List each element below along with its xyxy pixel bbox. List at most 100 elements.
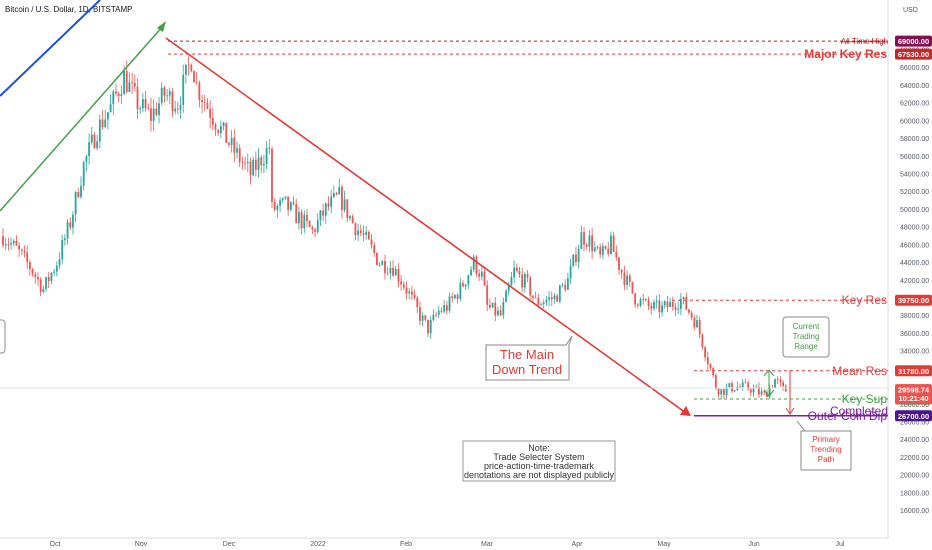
candle-body	[233, 137, 236, 153]
primary-path-label: Primary	[812, 435, 840, 444]
range-callout-label: Current	[793, 322, 820, 331]
candle-body	[580, 232, 583, 249]
level-badge	[895, 48, 932, 60]
candle-body	[774, 379, 776, 388]
candle-body	[483, 271, 486, 286]
downtrend-line	[165, 37, 687, 414]
price-tick-label: 58000.00	[900, 136, 929, 143]
price-tick-label: 66000.00	[900, 65, 929, 72]
candle-body	[88, 142, 90, 156]
candle-body	[47, 277, 50, 282]
candle-body	[74, 191, 77, 215]
candle-body	[252, 159, 255, 176]
candle-body	[564, 284, 567, 290]
level-badge-label: 26700.00	[898, 412, 929, 421]
candle-body	[728, 383, 731, 388]
candle-body	[599, 246, 602, 255]
candle-body	[63, 238, 66, 241]
candle-body	[354, 223, 357, 235]
candle-body	[123, 71, 125, 95]
candle-body	[109, 104, 112, 113]
range-callout-label: Trading	[793, 332, 820, 341]
candle-body	[445, 305, 448, 311]
candle-body	[276, 205, 279, 210]
candle-body	[421, 315, 424, 321]
candle-body	[744, 382, 747, 384]
candle-body	[416, 297, 419, 308]
candle-body	[53, 271, 56, 273]
level-label: Key Res	[842, 293, 887, 307]
candle-body	[526, 274, 529, 278]
candle-body	[263, 163, 265, 166]
candle-body	[306, 214, 308, 221]
candle-body	[636, 304, 639, 306]
candle-body	[45, 277, 47, 289]
price-tick-label: 38000.00	[900, 313, 929, 320]
price-tick-label: 64000.00	[900, 83, 929, 90]
candle-body	[392, 267, 394, 276]
price-tick-label: 62000.00	[900, 101, 929, 108]
uptrend-arrowhead	[157, 21, 166, 32]
candle-body	[615, 251, 618, 258]
candle-body	[20, 249, 23, 251]
candles	[2, 56, 787, 400]
candle-body	[650, 306, 653, 309]
candle-body	[451, 296, 454, 299]
currency-label: USD	[903, 7, 918, 14]
candle-body	[66, 222, 69, 239]
candle-body	[128, 82, 131, 92]
price-tick-label: 16000.00	[900, 508, 929, 515]
level-badge-label: 69000.00	[898, 37, 929, 46]
candle-body	[287, 196, 290, 210]
candle-body	[187, 64, 190, 66]
candle-body	[238, 148, 241, 163]
candle-body	[117, 93, 120, 96]
price-tick-label: 24000.00	[900, 437, 929, 444]
candle-body	[193, 71, 195, 83]
candle-body	[338, 186, 341, 195]
candle-body	[222, 122, 225, 127]
candle-body	[201, 99, 203, 103]
candle-body	[631, 281, 634, 294]
candle-body	[620, 269, 623, 273]
candle-body	[757, 387, 760, 395]
candle-body	[518, 271, 521, 275]
candle-body	[704, 347, 706, 358]
candle-body	[472, 256, 475, 270]
candle-body	[176, 108, 179, 110]
candle-body	[723, 389, 725, 395]
candle-body	[459, 283, 462, 299]
candle-body	[733, 390, 736, 392]
candle-body	[357, 230, 359, 235]
candle-body	[537, 298, 540, 305]
candle-body	[540, 304, 542, 305]
candle-body	[645, 299, 647, 301]
candle-body	[139, 108, 142, 110]
offscreen-callout-box	[0, 319, 6, 354]
candle-body	[510, 277, 513, 286]
candle-body	[429, 319, 432, 334]
candle-body	[141, 98, 144, 109]
candle-body	[405, 287, 408, 294]
price-tick-label: 52000.00	[900, 189, 929, 196]
candle-body	[747, 382, 750, 390]
candle-body	[502, 302, 505, 316]
candle-body	[69, 222, 72, 228]
time-tick-label: Mar	[481, 541, 494, 548]
candle-body	[593, 247, 596, 252]
level-badge-label: 39750.00	[898, 296, 929, 305]
candle-body	[410, 291, 413, 295]
candle-body	[284, 196, 287, 199]
price-tick-label: 42000.00	[900, 278, 929, 285]
note-box	[462, 440, 616, 482]
candle-body	[152, 108, 155, 121]
candle-body	[475, 256, 478, 274]
candle-body	[2, 236, 4, 246]
candle-body	[701, 334, 704, 348]
candle-body	[29, 262, 31, 270]
chart-title: Bitcoin / U.S. Dollar, 1D, BITSTAMP	[5, 5, 132, 14]
candle-body	[693, 317, 696, 328]
candle-body	[332, 193, 335, 197]
note-text: price-action-time-trademark	[484, 461, 595, 471]
price-badges: 69000.0067530.0039750.0031780.0028600.00…	[895, 35, 932, 422]
